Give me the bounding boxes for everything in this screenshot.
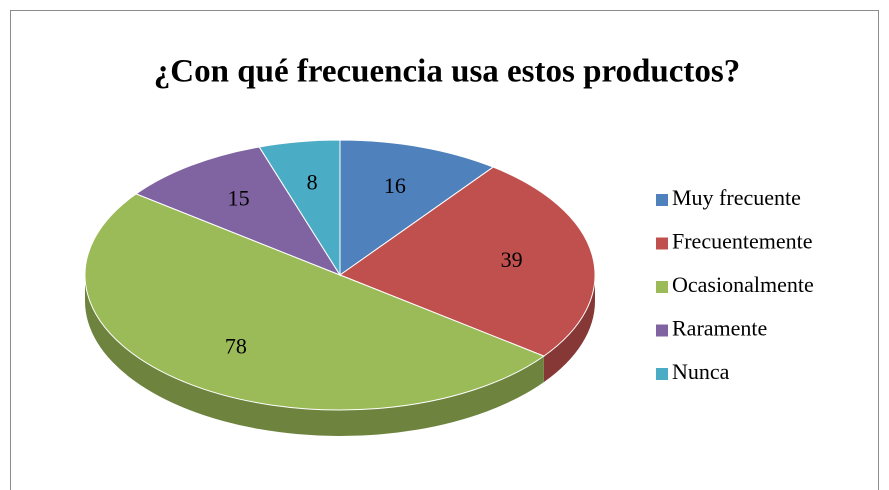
slice (339, 139, 495, 276)
value-label: 16 (384, 173, 406, 198)
legend-label: Muy frecuente (672, 185, 801, 210)
legend-label: Frecuentemente (672, 229, 813, 254)
slice (84, 193, 545, 411)
value-label: 78 (225, 333, 247, 358)
legend: Muy frecuente Frecuentemente Ocasionalment… (656, 185, 814, 384)
legend-label: Nunca (672, 359, 730, 384)
slice (258, 139, 341, 277)
legend-label: Ocasionalmente (672, 272, 814, 297)
slice-side (85, 275, 544, 437)
legend-swatch (656, 194, 668, 206)
legend-swatch (656, 324, 668, 337)
chart-title: ¿Con qué frecuencia usa estos productos? (154, 54, 740, 90)
pie-tops (84, 139, 596, 411)
legend-swatch (656, 237, 668, 250)
value-label: 15 (228, 186, 250, 211)
value-label: 39 (501, 247, 523, 272)
slice (135, 146, 342, 277)
slice (338, 166, 596, 357)
legend-swatch (656, 368, 668, 380)
value-labels: 16 39 78 15 8 (225, 169, 523, 358)
slice-side (543, 275, 595, 383)
pie-sides (85, 275, 595, 437)
legend-label: Raramente (672, 316, 767, 341)
value-label: 8 (307, 169, 318, 194)
legend-swatch (656, 281, 668, 293)
